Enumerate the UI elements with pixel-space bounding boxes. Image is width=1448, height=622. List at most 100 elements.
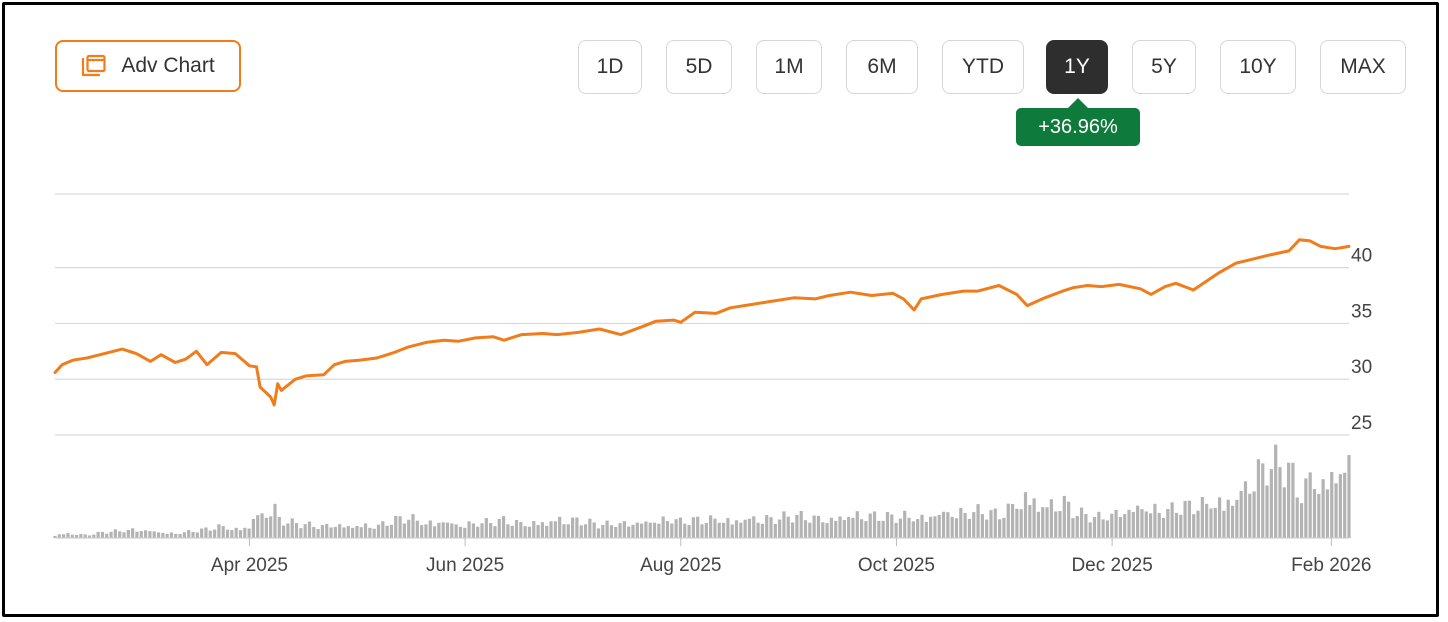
volume-bar [937, 514, 941, 538]
volume-bar [493, 526, 497, 538]
volume-bar [713, 518, 717, 538]
range-button-10y[interactable]: 10Y [1220, 40, 1296, 94]
grid-lines [55, 193, 1349, 436]
volume-bar [1166, 509, 1170, 538]
volume-bar [1347, 455, 1351, 538]
volume-bar [609, 525, 614, 538]
volume-bar [976, 504, 980, 538]
volume-bar [243, 527, 247, 538]
volume-bar [1196, 510, 1200, 538]
volume-bar [441, 522, 445, 538]
volume-bar [221, 526, 225, 538]
volume-bar [665, 521, 670, 538]
volume-bar [894, 522, 898, 538]
volume-bar [1028, 505, 1032, 538]
volume-bar [967, 518, 972, 538]
volume-bar [1041, 507, 1045, 538]
volume-bar [1101, 519, 1105, 538]
range-button-5d[interactable]: 5D [666, 40, 732, 94]
volume-bar [803, 520, 808, 538]
volume-bar [407, 519, 411, 538]
volume-bar [739, 522, 743, 538]
change-badge: +36.96% [1016, 98, 1140, 146]
volume-bar [359, 527, 363, 538]
volume-bar [1071, 518, 1075, 538]
range-button-ytd[interactable]: YTD [942, 40, 1024, 94]
range-button-1d[interactable]: 1D [578, 40, 642, 94]
volume-bar [471, 523, 475, 538]
volume-bar [799, 510, 803, 538]
volume-bars [53, 444, 1351, 538]
volume-bar [355, 525, 359, 538]
volume-bar [307, 521, 312, 538]
range-button-5y[interactable]: 5Y [1132, 40, 1196, 94]
volume-bar [329, 527, 333, 538]
volume-bar [773, 523, 777, 538]
volume-bar [225, 529, 230, 538]
volume-bar [859, 519, 864, 538]
volume-bar [501, 516, 506, 538]
volume-bar [1075, 516, 1079, 538]
volume-bar [1330, 471, 1334, 538]
volume-bar [217, 524, 221, 538]
volume-bar [303, 524, 307, 538]
volume-bar [320, 525, 325, 538]
volume-bar [1148, 513, 1153, 538]
volume-bar [730, 524, 734, 538]
volume-bar [1248, 493, 1252, 538]
volume-bar [1291, 462, 1295, 538]
volume-bar [657, 523, 661, 538]
adv-chart-button[interactable]: Adv Chart [55, 40, 241, 92]
volume-bar [463, 527, 467, 538]
volume-bar [881, 520, 885, 538]
volume-bar [1200, 497, 1204, 538]
volume-bar [277, 517, 281, 538]
volume-bar [1097, 511, 1101, 538]
volume-bar [165, 533, 169, 538]
volume-bar [1230, 505, 1235, 538]
volume-bar [1054, 511, 1058, 538]
volume-bar [592, 522, 596, 538]
volume-bar [70, 534, 74, 538]
volume-bar [838, 516, 842, 538]
volume-bar [1062, 495, 1066, 538]
volume-bar [316, 529, 320, 538]
volume-bar [834, 520, 838, 538]
volume-bar [562, 524, 566, 538]
range-button-max[interactable]: MAX [1320, 40, 1406, 94]
volume-bar [264, 517, 268, 538]
volume-bar [126, 529, 130, 538]
volume-bar [1343, 472, 1347, 538]
volume-bar [294, 523, 299, 538]
volume-bar [640, 523, 644, 538]
volume-bar [174, 533, 178, 538]
price-line-layer [53, 238, 1351, 407]
volume-bar [234, 527, 238, 538]
range-button-1m[interactable]: 1M [756, 40, 822, 94]
volume-bar [545, 525, 549, 538]
volume-bar [458, 526, 463, 538]
volume-bar [368, 527, 372, 538]
volume-bar [536, 525, 540, 538]
volume-bar [1110, 513, 1114, 538]
volume-bar [1274, 444, 1278, 538]
volume-bar [1049, 499, 1053, 538]
volume-bar [1192, 514, 1196, 538]
volume-bar [920, 514, 924, 538]
volume-bar [381, 521, 385, 538]
volume-bar [204, 527, 208, 538]
range-button-6m[interactable]: 6M [846, 40, 918, 94]
volume-bar [83, 534, 87, 538]
volume-bar [66, 533, 70, 538]
range-button-1y[interactable]: 1Y [1046, 40, 1108, 94]
volume-bar [480, 523, 484, 538]
volume-bar [709, 515, 713, 538]
volume-bar [454, 524, 458, 538]
volume-bar [1235, 499, 1239, 538]
volume-bar [62, 534, 66, 538]
volume-bar [553, 521, 557, 538]
volume-bar [946, 512, 950, 538]
volume-bar [1252, 491, 1256, 538]
volume-bar [765, 515, 769, 538]
x-axis-ticks: Apr 2025 Jun 2025 Aug 2025 Oct 2025 Dec 2025… [55, 537, 1371, 576]
